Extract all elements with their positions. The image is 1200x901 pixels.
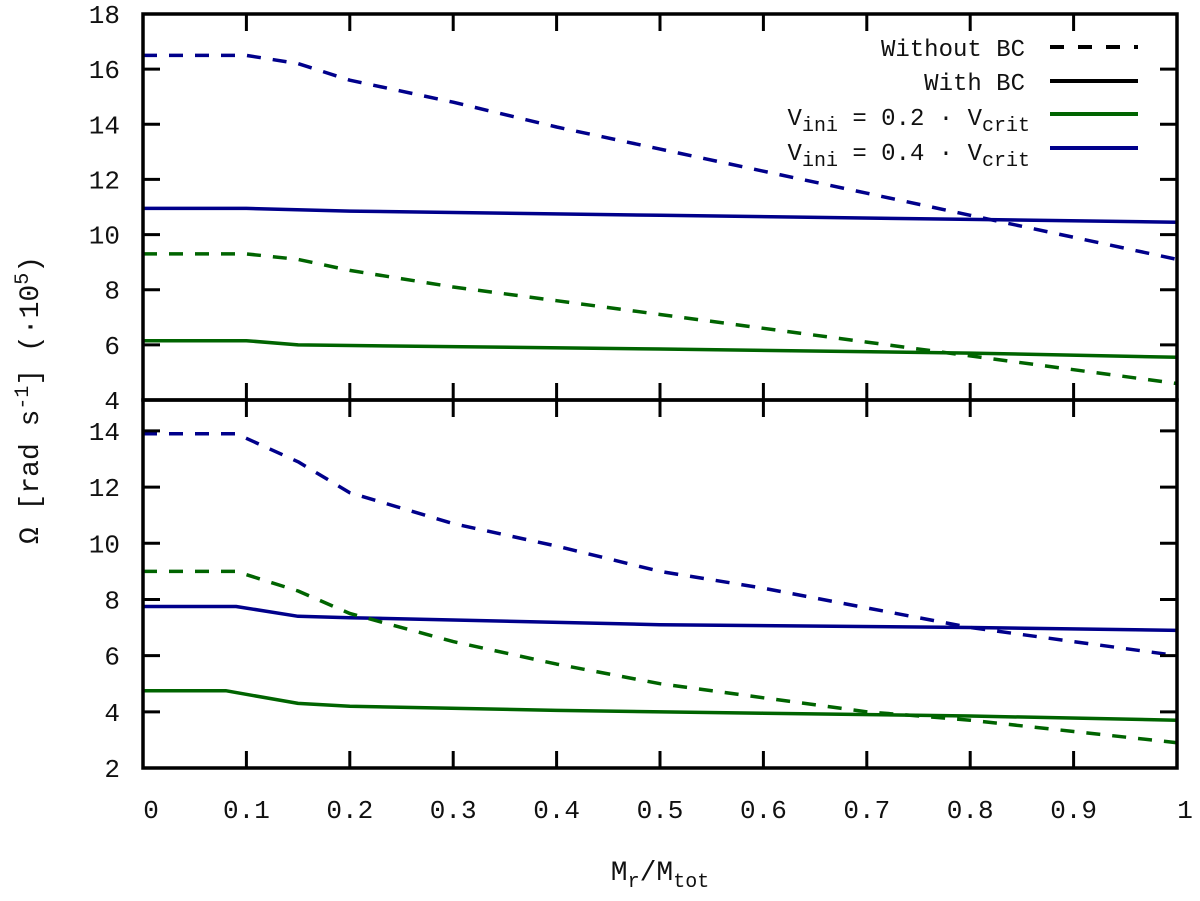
y-tick-label: 16 — [89, 56, 120, 86]
y-tick-label: 8 — [104, 277, 120, 307]
y-tick-label: 10 — [89, 530, 120, 560]
legend-label-with-bc: With BC — [924, 71, 1025, 98]
y-tick-label: 10 — [89, 222, 120, 252]
y-tick-label: 6 — [104, 332, 120, 362]
y-tick-label: 14 — [89, 111, 120, 141]
x-tick-label: 0.6 — [740, 796, 787, 826]
y-tick-label: 4 — [104, 699, 120, 729]
x-tick-label: 0.9 — [1050, 796, 1097, 826]
legend-label-without-bc: Without BC — [881, 37, 1025, 64]
x-tick-label: 1 — [1177, 796, 1193, 826]
series-line-0-1 — [143, 206, 1178, 224]
x-tick-label: 0.2 — [326, 796, 373, 826]
y-tick-label: 14 — [89, 418, 120, 448]
y-tick-label: 8 — [104, 586, 120, 616]
y-tick-label: 18 — [89, 1, 120, 31]
y-axis-title: Ω [rad s-1] (·105) — [12, 256, 47, 544]
x-tick-label: 0 — [143, 796, 159, 826]
y-tick-label: 2 — [104, 755, 120, 785]
x-tick-label: 0.1 — [223, 796, 270, 826]
series-line-1-1 — [143, 604, 1178, 633]
x-tick-label: 0.8 — [947, 796, 994, 826]
x-axis-title: Mr/Mtot — [611, 858, 709, 894]
legend-label-vini-04: Vini = 0.4 · Vcrit — [788, 141, 1030, 173]
legend: Without BC With BC Vini = 0.2 · Vcrit Vi… — [788, 37, 1138, 173]
series-line-1-0 — [143, 431, 1178, 658]
axes-layer: 4 6 8 10 12 14 16 18 2 4 6 8 10 12 14 0 0.1 0.2 0.3 0.4 0.5 0… — [89, 1, 1193, 826]
x-tick-label: 0.7 — [843, 796, 890, 826]
legend-label-vini-02: Vini = 0.2 · Vcrit — [788, 106, 1030, 138]
series-line-0-3 — [143, 338, 1178, 360]
plot-layer — [143, 53, 1178, 745]
series-line-0-2 — [143, 252, 1178, 386]
x-tick-label: 0.5 — [637, 796, 684, 826]
y-tick-label: 6 — [104, 643, 120, 673]
y-tick-label: 4 — [104, 387, 120, 417]
y-tick-label: 12 — [89, 166, 120, 196]
series-line-1-2 — [143, 569, 1178, 745]
series-line-1-3 — [143, 688, 1178, 722]
y-tick-label: 12 — [89, 474, 120, 504]
x-tick-label: 0.4 — [533, 796, 580, 826]
x-tick-label: 0.3 — [430, 796, 477, 826]
